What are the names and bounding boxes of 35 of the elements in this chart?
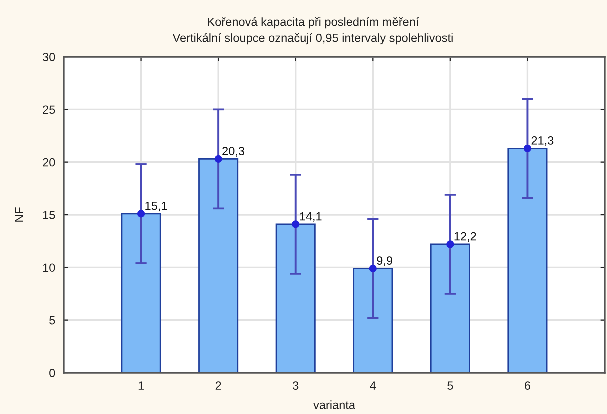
y-tick-label: 25 <box>43 106 56 114</box>
point <box>292 220 300 228</box>
data-label: 12,2 <box>454 232 476 242</box>
data-label: 15,1 <box>146 202 168 212</box>
y-tick-label: 10 <box>43 264 56 272</box>
y-tick-label: 20 <box>43 158 56 167</box>
bar <box>353 268 394 373</box>
x-tick-label: 6 <box>525 382 530 390</box>
chart-title: Kořenová kapacita při posledním měření <box>208 17 420 29</box>
point <box>524 144 532 152</box>
point <box>446 240 454 248</box>
bar <box>121 213 162 373</box>
bar <box>430 244 470 373</box>
y-tick-label: 30 <box>42 53 56 62</box>
y-tick-label: 5 <box>50 316 56 325</box>
data-label: 9,9 <box>377 256 392 266</box>
x-tick-label: 1 <box>138 382 144 390</box>
x-tick-label: 5 <box>448 382 454 390</box>
bar <box>198 158 239 373</box>
y-tick-label: 15 <box>43 211 56 220</box>
x-tick-label: 2 <box>216 382 222 390</box>
point <box>214 155 222 163</box>
point <box>369 264 377 273</box>
point <box>137 210 146 218</box>
data-label: 20,3 <box>222 147 244 157</box>
chart-subtitle: Vertikální sloupce označují 0,95 intervaly spolehlivosti <box>172 33 453 45</box>
bar <box>276 224 316 373</box>
y-axis-title: NF <box>15 208 24 222</box>
data-label: 21,3 <box>532 136 554 146</box>
data-label: 14,1 <box>300 212 322 222</box>
x-axis-title: varianta <box>314 400 356 410</box>
x-tick-label: 3 <box>293 382 299 390</box>
bar <box>508 148 548 373</box>
y-tick-label: 0 <box>50 369 56 378</box>
x-tick-label: 4 <box>370 382 376 390</box>
